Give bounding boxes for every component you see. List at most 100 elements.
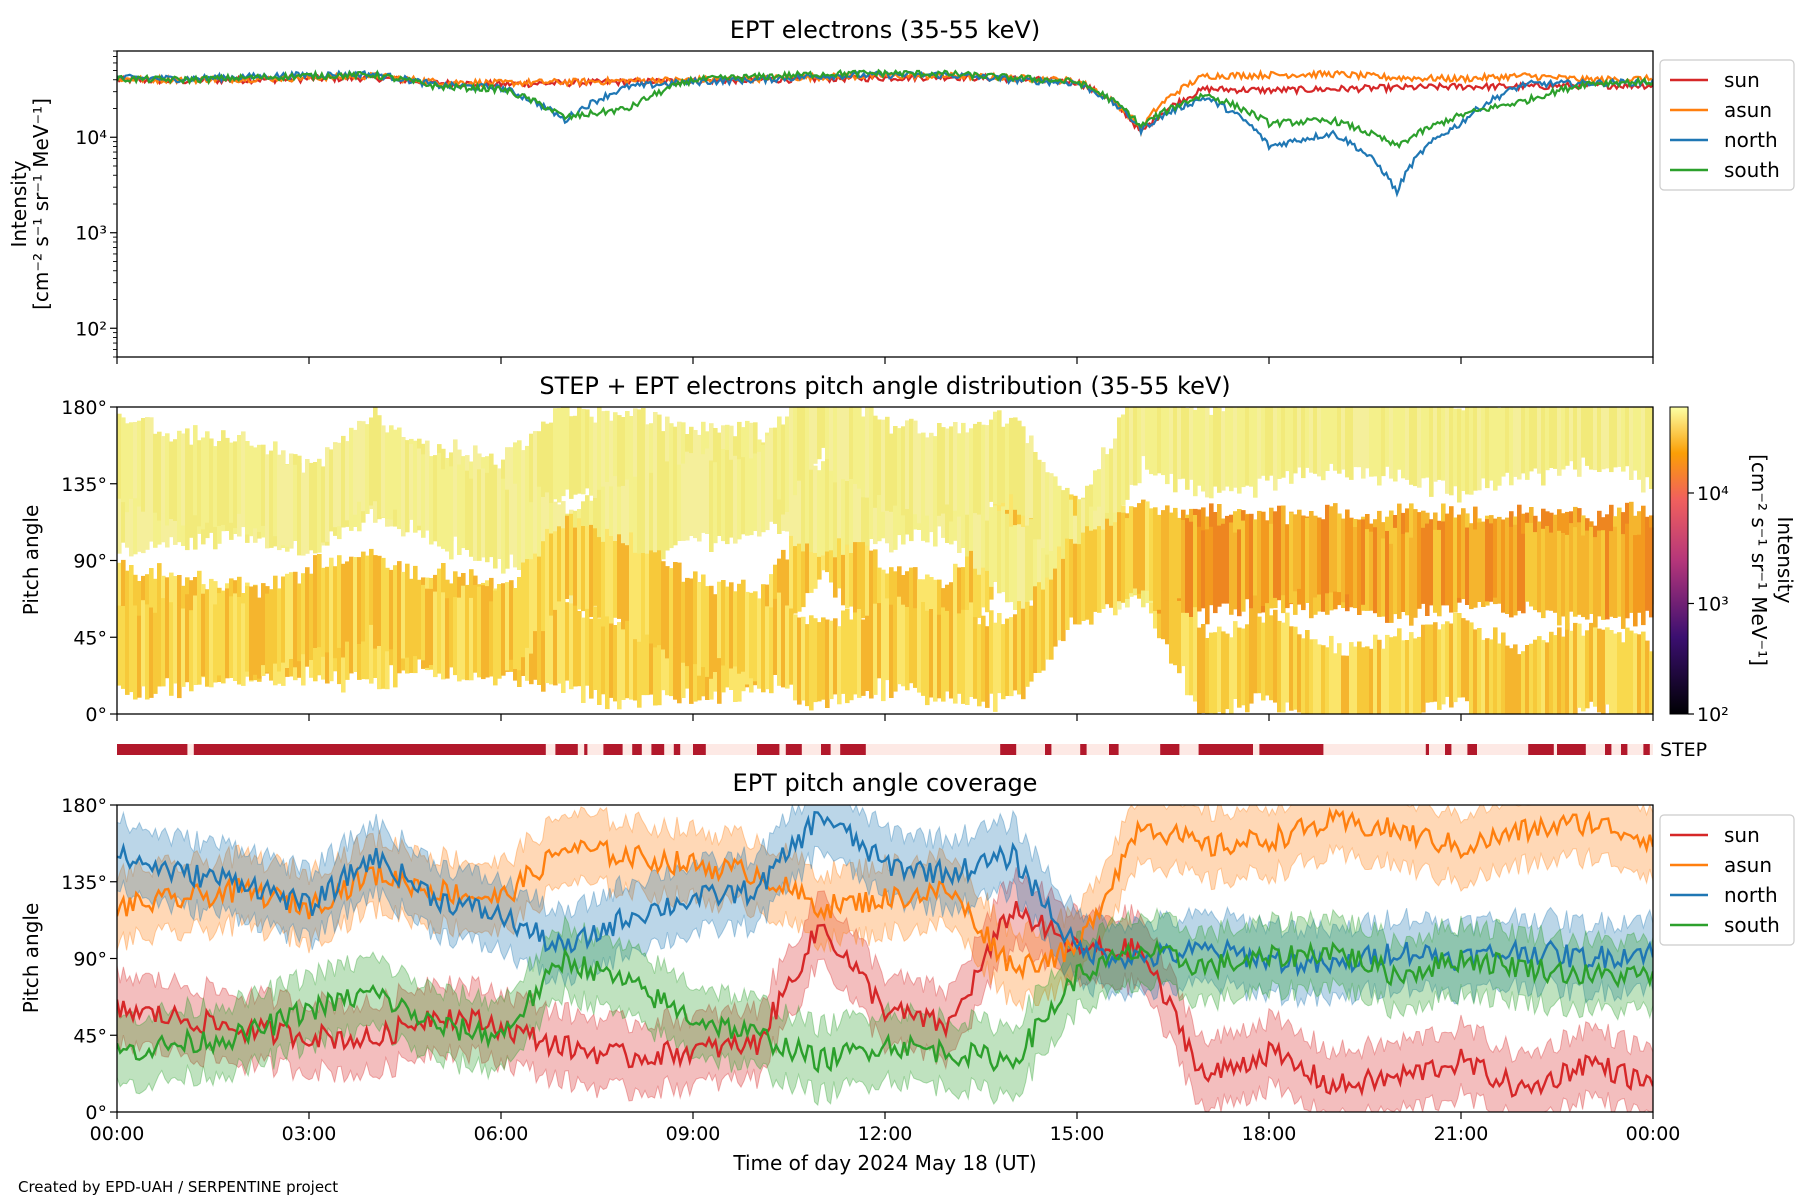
heatmap-cell <box>1325 647 1330 714</box>
heatmap-cell <box>985 489 990 571</box>
heatmap-cell <box>545 423 550 518</box>
heatmap-cell <box>1553 531 1558 613</box>
heatmap-cell <box>1049 515 1054 608</box>
heatmap-cell <box>509 580 514 660</box>
heatmap-cell <box>1517 654 1522 714</box>
heatmap-cell <box>209 438 214 533</box>
heatmap-cell <box>973 423 978 514</box>
heatmap-cell <box>821 407 826 448</box>
heatmap-cell <box>973 491 978 569</box>
heatmap-cell <box>645 424 650 504</box>
heatmap-cell <box>1285 612 1290 703</box>
heatmap-cell <box>1565 407 1570 466</box>
panel3-ytick-label: 135° <box>61 872 107 894</box>
panel3-legend: sun asun north south <box>1659 814 1795 946</box>
heatmap-cell <box>649 472 654 556</box>
heatmap-cell <box>1505 530 1510 614</box>
heatmap-cell <box>265 457 270 536</box>
heatmap-cell <box>1165 505 1170 601</box>
step-segment <box>1557 744 1586 755</box>
step-segment <box>1160 744 1180 755</box>
heatmap-cell <box>457 597 462 682</box>
heatmap-cell <box>1525 645 1530 714</box>
heatmap-cell <box>985 626 990 708</box>
heatmap-cell <box>1501 407 1506 477</box>
heatmap-cell <box>865 469 870 546</box>
heatmap-cell <box>177 430 182 510</box>
heatmap-cell <box>245 586 250 672</box>
heatmap-cell <box>1029 605 1034 682</box>
heatmap-cell <box>877 461 882 542</box>
heatmap-cell <box>557 597 562 684</box>
heatmap-cell <box>117 605 122 686</box>
heatmap-cell <box>1545 642 1550 714</box>
heatmap-cell <box>193 425 198 516</box>
heatmap-cell <box>961 422 966 511</box>
heatmap-cell <box>965 610 970 705</box>
step-segment <box>673 744 681 755</box>
heatmap-cell <box>277 454 282 542</box>
heatmap-cell <box>1349 407 1354 480</box>
heatmap-cell <box>773 598 778 675</box>
heatmap-cell <box>1513 524 1518 616</box>
heatmap-cell <box>1305 407 1310 468</box>
heatmap-cell <box>1337 643 1342 714</box>
heatmap-cell <box>785 559 790 636</box>
heatmap-cell <box>1305 518 1310 603</box>
heatmap-cell <box>1297 407 1302 468</box>
heatmap-cell <box>1109 448 1114 530</box>
panel1-x-ticks <box>116 357 1654 364</box>
heatmap-cell <box>189 610 194 692</box>
heatmap-cell <box>597 537 602 618</box>
heatmap-cell <box>1445 407 1450 494</box>
heatmap-cell <box>505 582 510 671</box>
heatmap-cell <box>1005 618 1010 696</box>
heatmap-cell <box>601 411 606 501</box>
heatmap-cell <box>357 557 362 644</box>
heatmap-cell <box>1113 438 1118 519</box>
panel1-ytick-label: 10³ <box>75 223 107 245</box>
heatmap-cell <box>665 461 670 551</box>
heatmap-cell <box>1589 407 1594 470</box>
heatmap-cell <box>257 444 262 532</box>
heatmap-cell <box>937 614 942 699</box>
heatmap-cell <box>525 559 530 648</box>
heatmap-cell <box>1177 582 1182 674</box>
heatmap-cell <box>1353 646 1358 714</box>
heatmap-cell <box>941 427 946 514</box>
heatmap-cell <box>957 613 962 694</box>
heatmap-cell <box>1625 523 1630 619</box>
heatmap-cell <box>1309 407 1314 473</box>
heatmap-cell <box>717 453 722 536</box>
heatmap-cell <box>1429 519 1434 606</box>
heatmap-cell <box>565 407 570 490</box>
heatmap-cell <box>573 600 578 687</box>
heatmap-cell <box>849 619 854 701</box>
heatmap-cell <box>729 582 734 669</box>
heatmap-cell <box>841 610 846 694</box>
heatmap-cell <box>569 416 574 499</box>
heatmap-cell <box>1629 630 1634 714</box>
heatmap-cell <box>285 465 290 547</box>
heatmap-cell <box>677 609 682 704</box>
heatmap-cell <box>333 443 338 528</box>
heatmap-cell <box>301 474 306 556</box>
heatmap-cell <box>1577 522 1582 615</box>
heatmap-cell <box>449 466 454 560</box>
heatmap-cell <box>613 541 618 618</box>
heatmap-cell <box>149 417 154 503</box>
heatmap-cell <box>837 460 842 539</box>
heatmap-cell <box>765 435 770 531</box>
heatmap-cell <box>965 432 970 515</box>
heatmap-cell <box>1189 615 1194 696</box>
heatmap-cell <box>761 602 766 693</box>
heatmap-cell <box>1441 407 1446 481</box>
panel3-ytick-label: 90° <box>73 949 107 971</box>
heatmap-cell <box>1393 527 1398 615</box>
heatmap-cell <box>757 451 762 537</box>
heatmap-cell <box>705 448 710 534</box>
heatmap-cell <box>1249 608 1254 704</box>
panel3-ylabel: Pitch angle <box>19 903 43 1014</box>
heatmap-cell <box>697 464 702 542</box>
heatmap-cell <box>1513 644 1518 714</box>
